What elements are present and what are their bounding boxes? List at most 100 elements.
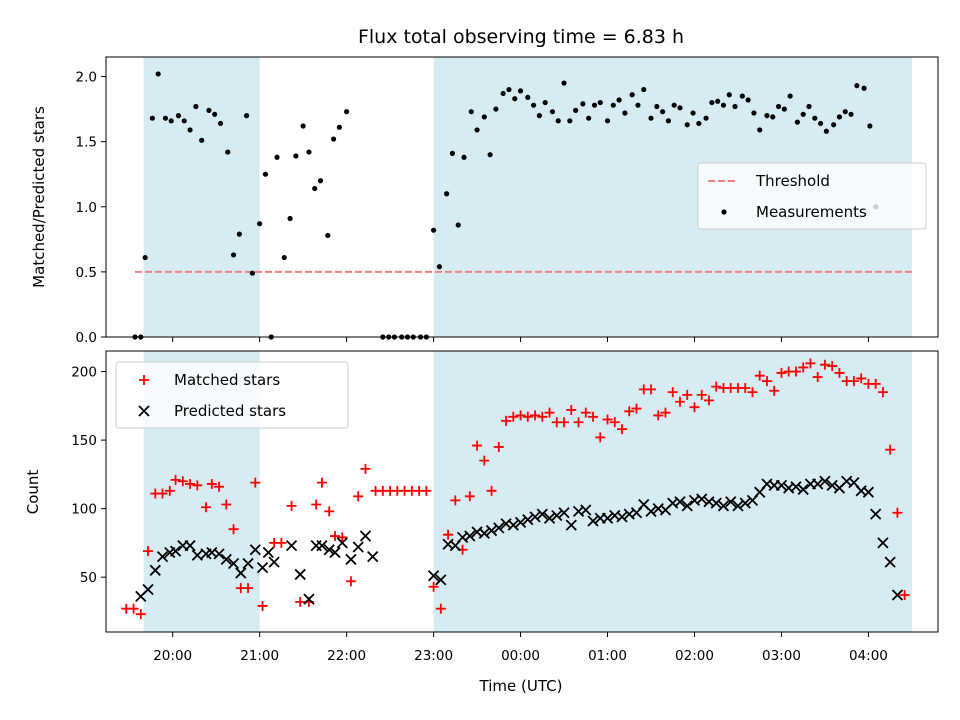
measurement-point	[517, 88, 524, 94]
measurement-point	[506, 86, 512, 93]
predicted-point	[493, 522, 505, 534]
matched-point	[674, 396, 685, 407]
matched-point	[769, 385, 780, 396]
measurement-point	[155, 71, 161, 77]
matched-point	[421, 485, 432, 496]
matched-point	[761, 376, 772, 387]
measurement-point	[536, 113, 542, 119]
predicted-point	[522, 513, 534, 526]
predicted-point	[191, 549, 203, 561]
predicted-point	[616, 511, 628, 523]
predicted-point	[303, 593, 315, 605]
y-tick-label: 2.0	[76, 70, 97, 86]
legend-label: Matched stars	[174, 371, 280, 389]
measurement-point	[162, 115, 169, 121]
predicted-point	[345, 553, 357, 565]
measurement-point	[684, 122, 690, 128]
matched-point	[805, 358, 816, 369]
legend-label: Measurements	[756, 203, 867, 221]
predicted-point	[514, 516, 527, 528]
measurement-point	[344, 109, 350, 115]
predicted-point	[790, 481, 802, 493]
matched-point	[214, 481, 225, 492]
matched-point	[870, 378, 881, 389]
matched-point	[696, 389, 707, 400]
predicted-point	[220, 553, 232, 565]
observing-span-1	[143, 57, 260, 337]
measurement-point	[230, 252, 237, 258]
matched-point	[537, 411, 548, 422]
measurement-point	[586, 115, 592, 121]
measurement-point	[561, 80, 567, 86]
predicted-point	[507, 519, 519, 531]
matched-point	[609, 417, 620, 428]
predicted-point	[149, 564, 161, 576]
predicted-point	[558, 507, 570, 519]
matched-point	[624, 406, 635, 417]
x-tick-label: 23:00	[414, 648, 453, 664]
matched-point	[812, 372, 823, 383]
predicted-point	[262, 546, 274, 559]
x-tick-label: 03:00	[762, 648, 801, 664]
measurement-point	[659, 109, 666, 115]
predicted-point	[681, 500, 693, 512]
matched-point	[143, 546, 154, 557]
matched-point	[827, 361, 838, 372]
predicted-point	[775, 479, 788, 491]
matched-point	[646, 384, 657, 395]
predicted-point	[543, 512, 556, 524]
measurement-point	[671, 102, 677, 108]
top-y-axis-label: Matched/Predicted stars	[30, 106, 48, 288]
measurement-point	[530, 102, 537, 108]
matched-point	[177, 476, 188, 487]
matched-point	[588, 411, 599, 422]
measurement-point	[512, 96, 518, 102]
measurement-point	[317, 178, 324, 184]
matched-point	[486, 485, 497, 496]
measurement-point	[831, 122, 837, 128]
matched-point	[856, 373, 867, 384]
y-tick-label: 50	[80, 570, 97, 586]
x-tick-label: 04:00	[849, 648, 888, 664]
predicted-point	[323, 544, 335, 556]
predicted-point	[732, 500, 744, 512]
matched-point	[428, 581, 439, 592]
predicted-point	[587, 515, 599, 527]
matched-point	[324, 506, 335, 517]
matched-point	[682, 389, 693, 400]
measurement-point	[812, 115, 818, 121]
matched-point	[286, 500, 297, 511]
measurement-point	[580, 101, 586, 107]
matched-point	[747, 387, 758, 398]
measurement-point	[806, 103, 812, 110]
measurement-point	[474, 127, 480, 133]
predicted-point	[739, 497, 751, 509]
observing-span-2	[433, 351, 912, 632]
measurement-point	[604, 118, 611, 124]
matched-point	[573, 417, 584, 428]
matched-point	[501, 415, 512, 426]
bottom-panel: 50 100 150 200 20:00 21:00 22:00 23:00 00:00 01:0…	[71, 350, 939, 664]
predicted-point	[826, 479, 838, 491]
measurement-point	[312, 185, 318, 192]
matched-point	[276, 537, 287, 548]
measurement-point	[500, 90, 506, 97]
matched-point	[316, 477, 327, 488]
measurement-point	[739, 93, 745, 99]
predicted-point	[797, 483, 809, 496]
measurement-point	[287, 215, 293, 222]
measurement-point	[591, 102, 598, 108]
predicted-point	[235, 567, 247, 579]
measurement-point	[336, 124, 342, 130]
measurement-point	[455, 222, 461, 228]
measurement-point	[444, 191, 450, 197]
matched-point	[819, 359, 830, 370]
measurement-point	[610, 102, 616, 108]
measurement-point	[690, 110, 696, 116]
matched-point	[508, 411, 519, 422]
predicted-point	[536, 508, 548, 520]
matched-point	[330, 531, 341, 542]
matched-point	[522, 411, 533, 422]
measurement-point	[217, 120, 224, 127]
matched-point	[711, 381, 722, 392]
